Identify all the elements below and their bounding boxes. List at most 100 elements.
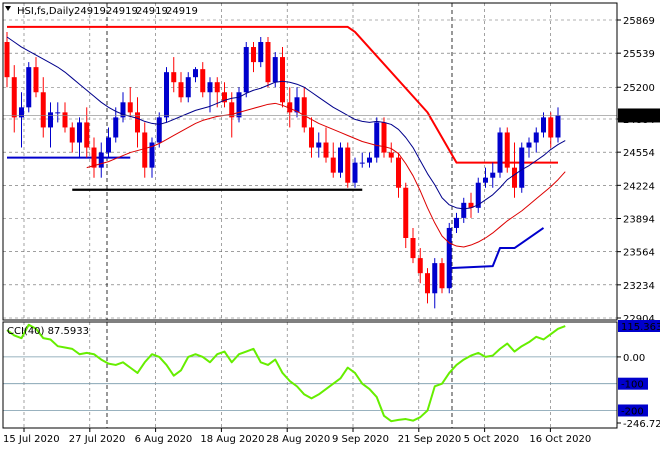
price-axis-label: 23234 (623, 281, 655, 292)
candle-bear (62, 112, 68, 128)
candle-bull (352, 162, 358, 183)
candle-bull (475, 182, 481, 208)
candle-bull (490, 172, 496, 178)
candle-bear (40, 92, 46, 128)
candle-bull (19, 107, 24, 118)
candle-bear (417, 258, 423, 274)
chart-axes: 2586925539252002488424554242242389423564… (3, 16, 660, 445)
date-axis-label: 9 Sep 2020 (332, 434, 389, 445)
price-axis-label: 22904 (623, 314, 655, 325)
candle-bull (432, 263, 438, 294)
candle-bear (410, 237, 416, 259)
candle-bull (541, 117, 546, 133)
candle-bull (367, 157, 372, 163)
candle-bear (323, 142, 329, 158)
ohlc-low: 24919 (136, 6, 168, 17)
cci-axis-label: 0.00 (623, 353, 645, 364)
candle-bear (127, 102, 133, 113)
collapse-triangle-icon[interactable] (5, 6, 11, 11)
candle-bull (156, 117, 162, 143)
ohlc-close: 24919 (166, 6, 198, 17)
candle-bull (48, 112, 53, 128)
moving-averages (3, 36, 617, 248)
chart-frame (2, 2, 618, 429)
candle-bull (272, 57, 278, 83)
cci-axis-label: 115.3634 (621, 322, 660, 333)
candle-bull (77, 122, 82, 143)
cci-line (6, 323, 566, 423)
candles (4, 31, 561, 309)
candle-bull (164, 72, 169, 118)
date-axis-label: 21 Sep 2020 (398, 434, 461, 445)
candle-bear (439, 263, 445, 289)
candle-bear (11, 77, 17, 118)
candle-bull (483, 177, 488, 183)
date-axis-label: 28 Aug 2020 (266, 434, 330, 445)
price-axis-label: 23564 (623, 248, 655, 259)
candle-bear (4, 42, 10, 78)
candle-bear (251, 47, 256, 63)
candle-bear (287, 102, 293, 113)
candle-bull (26, 67, 32, 108)
chart-grid (3, 3, 617, 428)
candle-bull (519, 147, 525, 188)
cci-label: CCI(40) 87.5933 (7, 326, 89, 337)
candle-bear (200, 69, 206, 93)
main-panel-frame (2, 2, 618, 321)
candle-bear (396, 157, 401, 188)
candle-bull (236, 92, 242, 118)
price-axis-label: 25539 (623, 49, 655, 60)
candle-bull (207, 82, 213, 93)
candle-bear (229, 102, 235, 118)
candle-bull (374, 122, 380, 158)
candle-bear (222, 92, 227, 103)
candle-bear (178, 82, 184, 98)
candle-bear (468, 202, 474, 208)
cci-label-box (618, 320, 660, 332)
candle-bear (388, 152, 394, 158)
candle-bull (106, 137, 111, 153)
candle-bear (84, 122, 90, 148)
candle-bull (243, 47, 249, 93)
candle-bull (185, 77, 191, 98)
upper-band-line (7, 25, 558, 164)
current-price-box (618, 108, 660, 123)
cci-axis-label: -246.725 (623, 419, 660, 430)
candle-bear (142, 132, 148, 168)
date-axis-label: 27 Jul 2020 (69, 434, 126, 445)
candle-bear (425, 273, 430, 294)
price-axis-label: 25869 (623, 16, 655, 27)
price-axis-label: 23894 (623, 214, 655, 225)
chart-bands (7, 25, 558, 270)
candle-bull (294, 97, 300, 113)
candle-bull (533, 132, 539, 143)
candle-bear (135, 112, 140, 133)
candle-bull (98, 152, 104, 168)
price-axis-label: 25200 (623, 83, 655, 94)
candle-bull (446, 227, 452, 289)
ma-fast-line (6, 36, 566, 210)
price-axis-label: 24224 (623, 181, 655, 192)
candle-bear (171, 72, 177, 83)
ohlc-high: 24919 (106, 6, 138, 17)
candle-bear (69, 127, 75, 143)
candle-bear (403, 187, 409, 238)
ma-slow-line (86, 102, 566, 248)
cci-axis-label: -200 (621, 406, 644, 417)
lower-band-line (449, 227, 545, 270)
candle-bull (526, 142, 532, 148)
candle-bull (316, 142, 322, 148)
candle-bull (555, 115, 561, 138)
candle-bull (120, 102, 126, 118)
candle-bear (309, 127, 314, 148)
candle-bull (55, 112, 61, 114)
date-axis-label: 16 Oct 2020 (529, 434, 591, 445)
candle-bear (504, 132, 510, 168)
candle-bull (258, 42, 264, 63)
cci-label-box (618, 377, 648, 390)
candle-bear (214, 82, 220, 93)
cci-panel-frame (2, 321, 618, 429)
candle-bear (548, 117, 554, 138)
candle-bull (113, 117, 119, 138)
